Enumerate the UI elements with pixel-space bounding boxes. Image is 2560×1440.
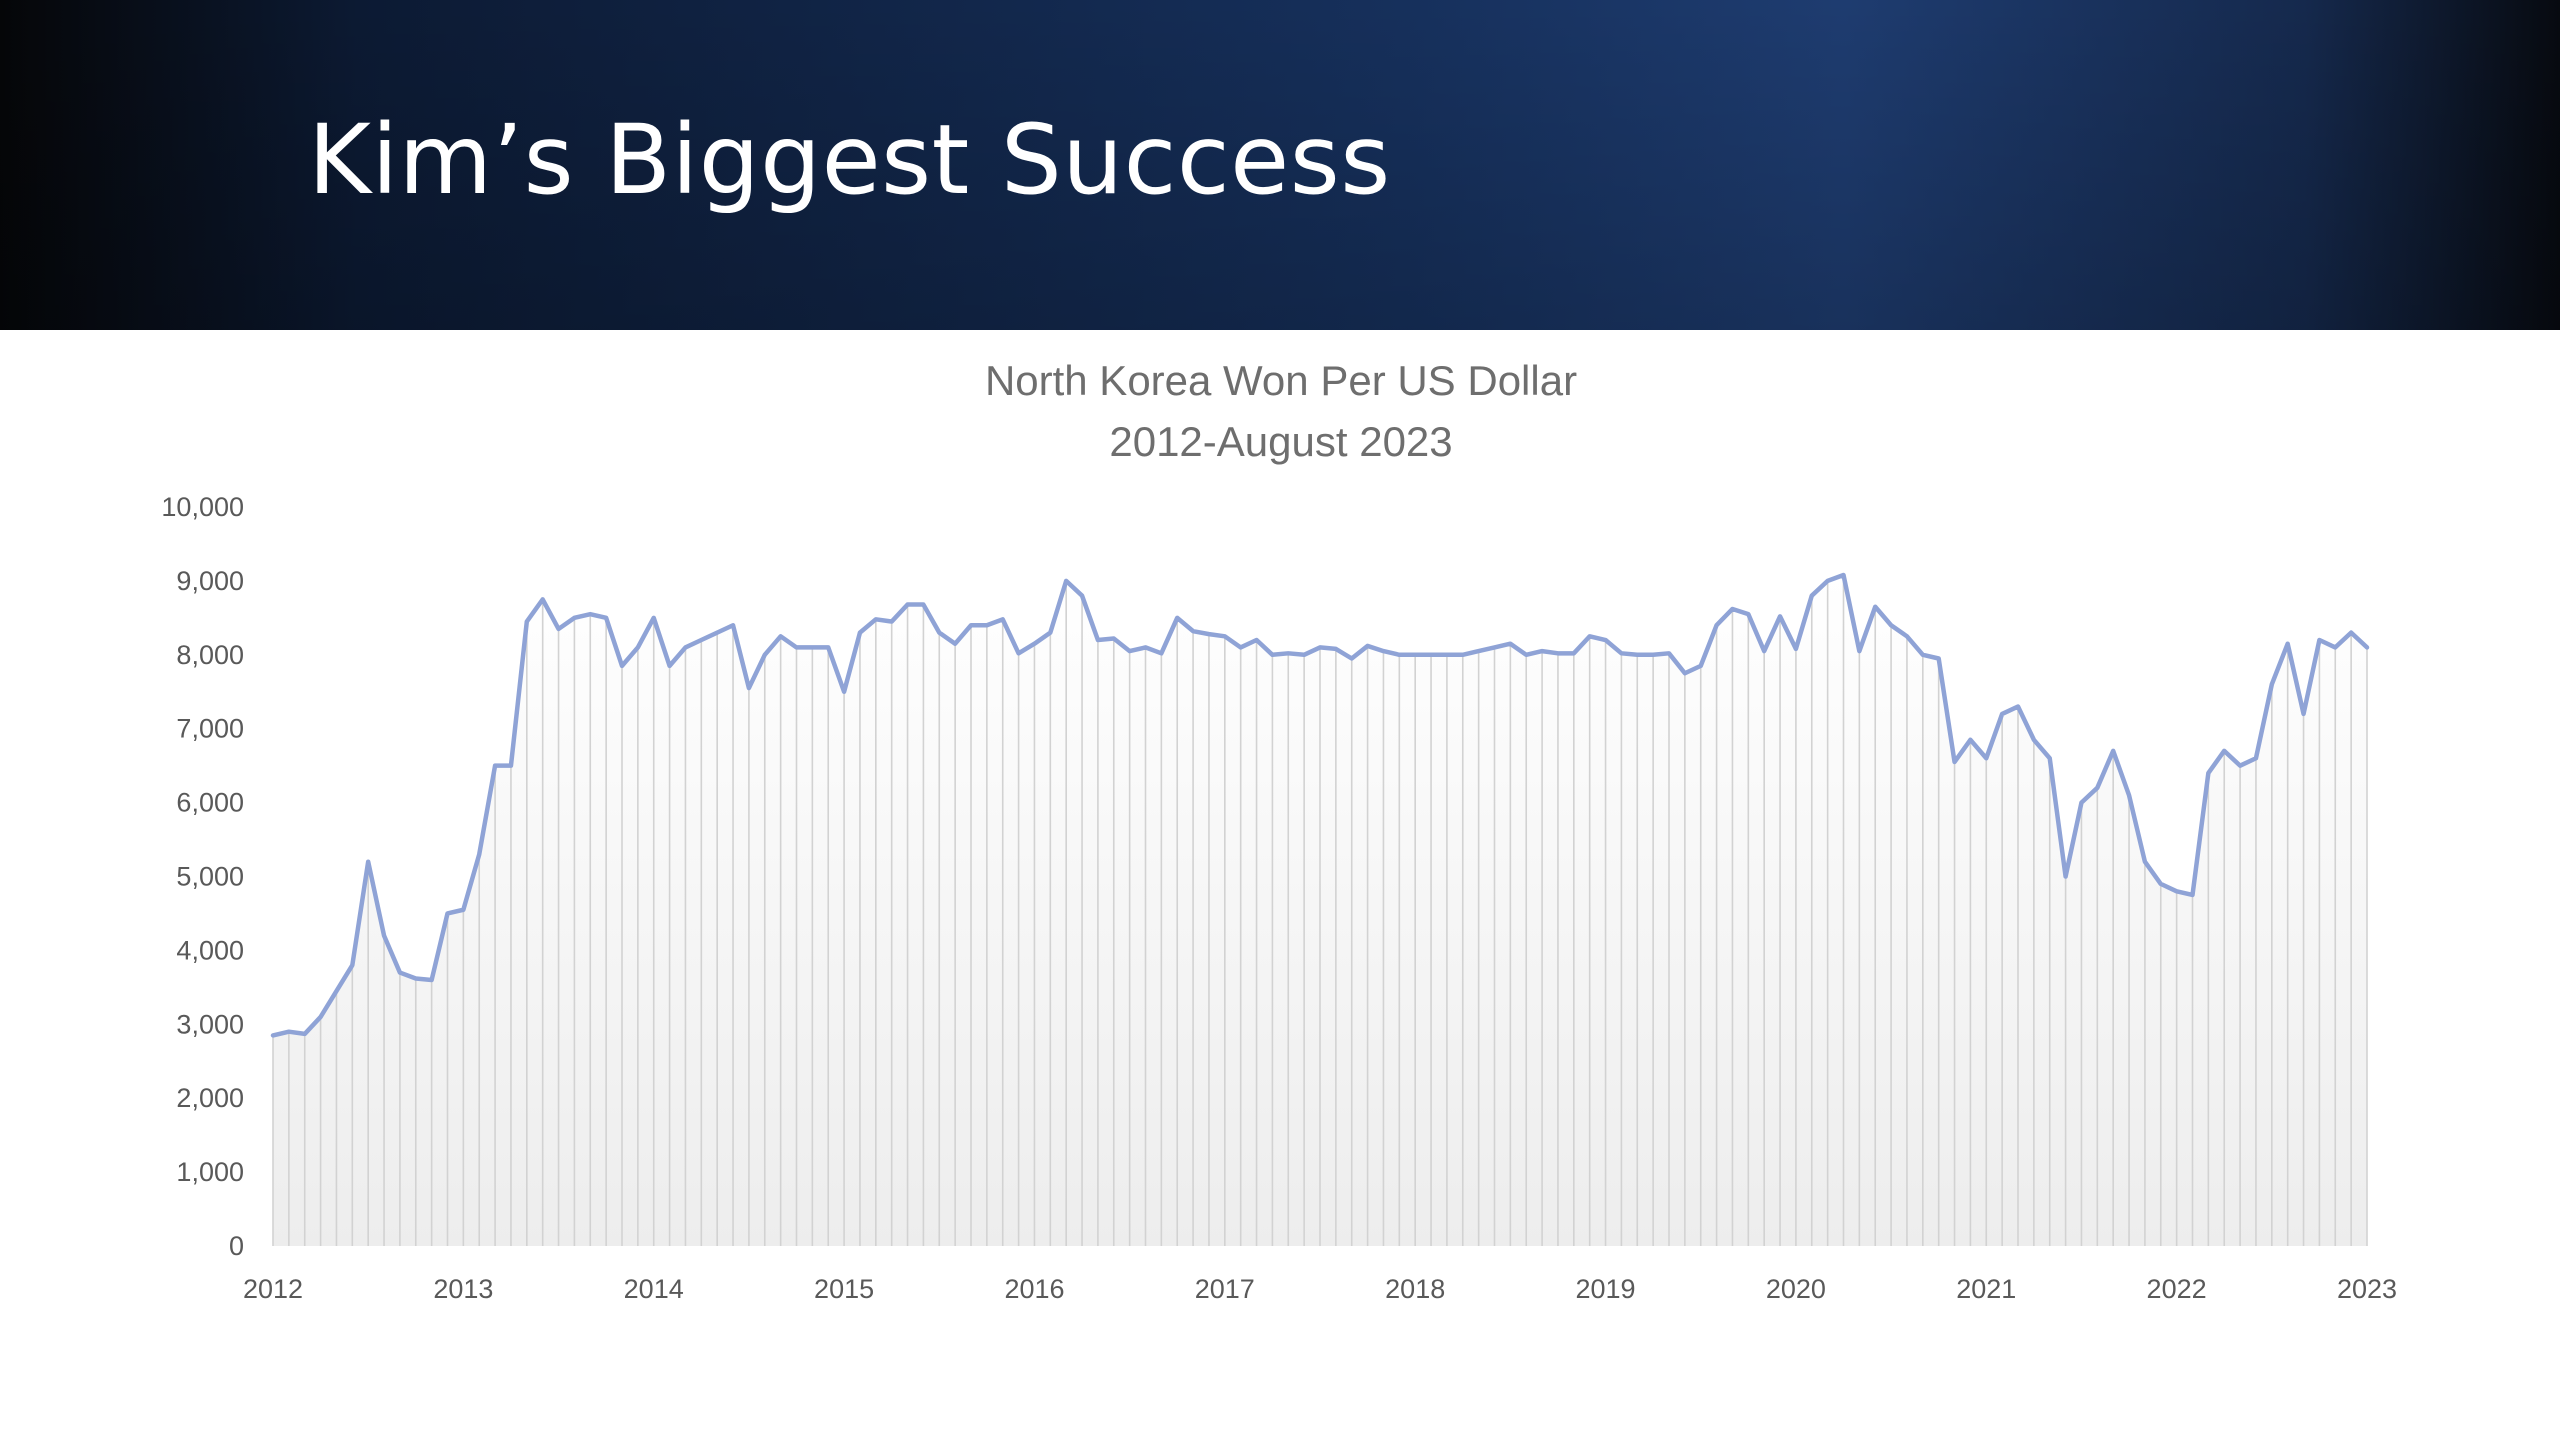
x-tick-label: 2013 bbox=[433, 1274, 493, 1304]
y-tick-label: 9,000 bbox=[176, 566, 244, 596]
x-tick-label: 2016 bbox=[1004, 1274, 1064, 1304]
chart-subtitle: 2012-August 2023 bbox=[1109, 418, 1452, 465]
drop-lines bbox=[272, 574, 2368, 1246]
slide-title: Kim’s Biggest Success bbox=[308, 104, 1391, 216]
slide-header: Kim’s Biggest Success bbox=[0, 0, 2560, 330]
x-tick-label: 2021 bbox=[1956, 1274, 2016, 1304]
x-tick-label: 2022 bbox=[2147, 1274, 2207, 1304]
y-tick-label: 4,000 bbox=[176, 935, 244, 965]
y-tick-label: 6,000 bbox=[176, 788, 244, 818]
y-tick-label: 10,000 bbox=[161, 492, 244, 522]
y-tick-label: 8,000 bbox=[176, 640, 244, 670]
chart-title: North Korea Won Per US Dollar bbox=[985, 357, 1577, 404]
x-tick-label: 2019 bbox=[1575, 1274, 1635, 1304]
y-axis: 0 1,000 2,000 3,000 4,000 5,000 6,000 7,000 8,00… bbox=[161, 492, 244, 1261]
y-tick-label: 1,000 bbox=[176, 1157, 244, 1187]
x-tick-label: 2014 bbox=[624, 1274, 684, 1304]
y-tick-label: 2,000 bbox=[176, 1083, 244, 1113]
x-tick-label: 2012 bbox=[243, 1274, 303, 1304]
y-tick-label: 5,000 bbox=[176, 862, 244, 892]
x-tick-label: 2020 bbox=[1766, 1274, 1826, 1304]
series-layer bbox=[270, 572, 2370, 1038]
x-tick-label: 2023 bbox=[2337, 1274, 2397, 1304]
x-axis: 2012 2013 2014 2015 2016 2017 2018 2019 2020 2021… bbox=[243, 1274, 2397, 1304]
x-tick-label: 2017 bbox=[1195, 1274, 1255, 1304]
y-tick-label: 3,000 bbox=[176, 1009, 244, 1039]
series-line bbox=[270, 572, 2370, 1038]
y-tick-label: 0 bbox=[229, 1231, 244, 1261]
y-tick-label: 7,000 bbox=[176, 714, 244, 744]
x-tick-label: 2015 bbox=[814, 1274, 874, 1304]
x-tick-label: 2018 bbox=[1385, 1274, 1445, 1304]
